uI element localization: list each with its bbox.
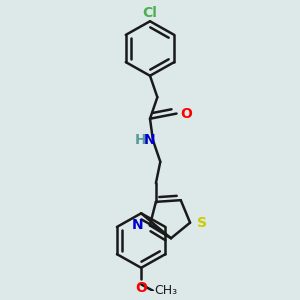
Text: CH₃: CH₃ bbox=[155, 284, 178, 297]
Text: O: O bbox=[135, 281, 147, 295]
Text: S: S bbox=[196, 216, 207, 230]
Text: O: O bbox=[180, 106, 192, 121]
Text: Cl: Cl bbox=[142, 6, 158, 20]
Text: H: H bbox=[135, 133, 146, 147]
Text: N: N bbox=[144, 133, 155, 147]
Text: N: N bbox=[132, 218, 143, 233]
